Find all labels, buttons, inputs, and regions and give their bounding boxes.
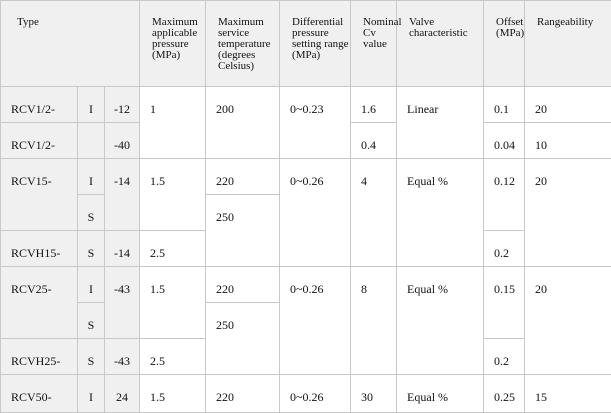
- model-cell: RCV25-: [1, 267, 78, 339]
- range-cell: 20: [525, 87, 611, 123]
- suffix-cell: -43: [105, 267, 140, 339]
- header-valve-char: Valve characteristic: [397, 1, 484, 87]
- offset-cell: 0.12: [484, 159, 525, 231]
- suffix-cell: -14: [105, 231, 140, 267]
- letter-cell: S: [78, 339, 105, 375]
- range-cell: 20: [525, 159, 611, 267]
- header-offset: Offset (MPa): [484, 1, 525, 87]
- header-type: Type: [1, 1, 140, 87]
- header-row: Type Maximum applicable pressure (MPa) M…: [1, 1, 611, 87]
- table-row: RCV25- I -43 1.5 220 0~0.26 8 Equal % 0.…: [1, 267, 611, 303]
- offset-cell: 0.2: [484, 231, 525, 267]
- suffix-cell: -12: [105, 87, 140, 123]
- model-cell: RCVH15-: [1, 231, 78, 267]
- letter-cell: S: [78, 303, 105, 339]
- model-cell: RCVH25-: [1, 339, 78, 375]
- header-max-temp: Maximum service temperature (degrees Cel…: [206, 1, 280, 87]
- char-cell: Equal %: [397, 375, 484, 413]
- diff-cell: 0~0.26: [280, 375, 351, 413]
- header-cv: Nominal Cv value: [351, 1, 397, 87]
- model-cell: RCV15-: [1, 159, 78, 231]
- letter-cell: I: [78, 375, 105, 413]
- suffix-cell: 24: [105, 375, 140, 413]
- temp-cell: 220: [206, 159, 280, 195]
- table-row: RCV1/2- I -12 1 200 0~0.23 1.6 Linear 0.…: [1, 87, 611, 123]
- diff-cell: 0~0.26: [280, 159, 351, 267]
- pressure-cell: 1.5: [140, 267, 206, 339]
- cv-cell: 30: [351, 375, 397, 413]
- cv-cell: 0.4: [351, 123, 397, 159]
- cv-cell: 8: [351, 267, 397, 375]
- offset-cell: 0.2: [484, 339, 525, 375]
- letter-cell: I: [78, 267, 105, 303]
- header-max-pressure: Maximum applicable pressure (MPa): [140, 1, 206, 87]
- pressure-cell: 2.5: [140, 231, 206, 267]
- header-diff-pressure: Differential pressure setting range (MPa…: [280, 1, 351, 87]
- table-row: RCV15- I -14 1.5 220 0~0.26 4 Equal % 0.…: [1, 159, 611, 195]
- model-cell: RCV1/2-: [1, 87, 78, 123]
- letter-cell: S: [78, 231, 105, 267]
- temp-cell: 220: [206, 375, 280, 413]
- suffix-cell: -40: [105, 123, 140, 159]
- char-cell: Linear: [397, 87, 484, 159]
- offset-cell: 0.25: [484, 375, 525, 413]
- diff-cell: 0~0.26: [280, 267, 351, 375]
- range-cell: 20: [525, 267, 611, 375]
- range-cell: 10: [525, 123, 611, 159]
- cv-cell: 4: [351, 159, 397, 267]
- letter-cell: S: [78, 195, 105, 231]
- letter-cell: I: [78, 159, 105, 195]
- table-row: RCV50- I 24 1.5 220 0~0.26 30 Equal % 0.…: [1, 375, 611, 413]
- suffix-cell: -43: [105, 339, 140, 375]
- cv-cell: 1.6: [351, 87, 397, 123]
- temp-cell: 250: [206, 195, 280, 267]
- model-cell: RCV1/2-: [1, 123, 78, 159]
- offset-cell: 0.04: [484, 123, 525, 159]
- diff-cell: 0~0.23: [280, 87, 351, 159]
- pressure-cell: 2.5: [140, 339, 206, 375]
- letter-cell: [78, 123, 105, 159]
- offset-cell: 0.15: [484, 267, 525, 339]
- suffix-cell: -14: [105, 159, 140, 231]
- range-cell: 15: [525, 375, 611, 413]
- char-cell: Equal %: [397, 159, 484, 267]
- char-cell: Equal %: [397, 267, 484, 375]
- offset-cell: 0.1: [484, 87, 525, 123]
- pressure-cell: 1.5: [140, 375, 206, 413]
- temp-cell: 200: [206, 87, 280, 159]
- letter-cell: I: [78, 87, 105, 123]
- temp-cell: 220: [206, 267, 280, 303]
- pressure-cell: 1.5: [140, 159, 206, 231]
- header-rangeability: Rangeability: [525, 1, 611, 87]
- model-cell: RCV50-: [1, 375, 78, 413]
- temp-cell: 250: [206, 303, 280, 375]
- pressure-cell: 1: [140, 87, 206, 159]
